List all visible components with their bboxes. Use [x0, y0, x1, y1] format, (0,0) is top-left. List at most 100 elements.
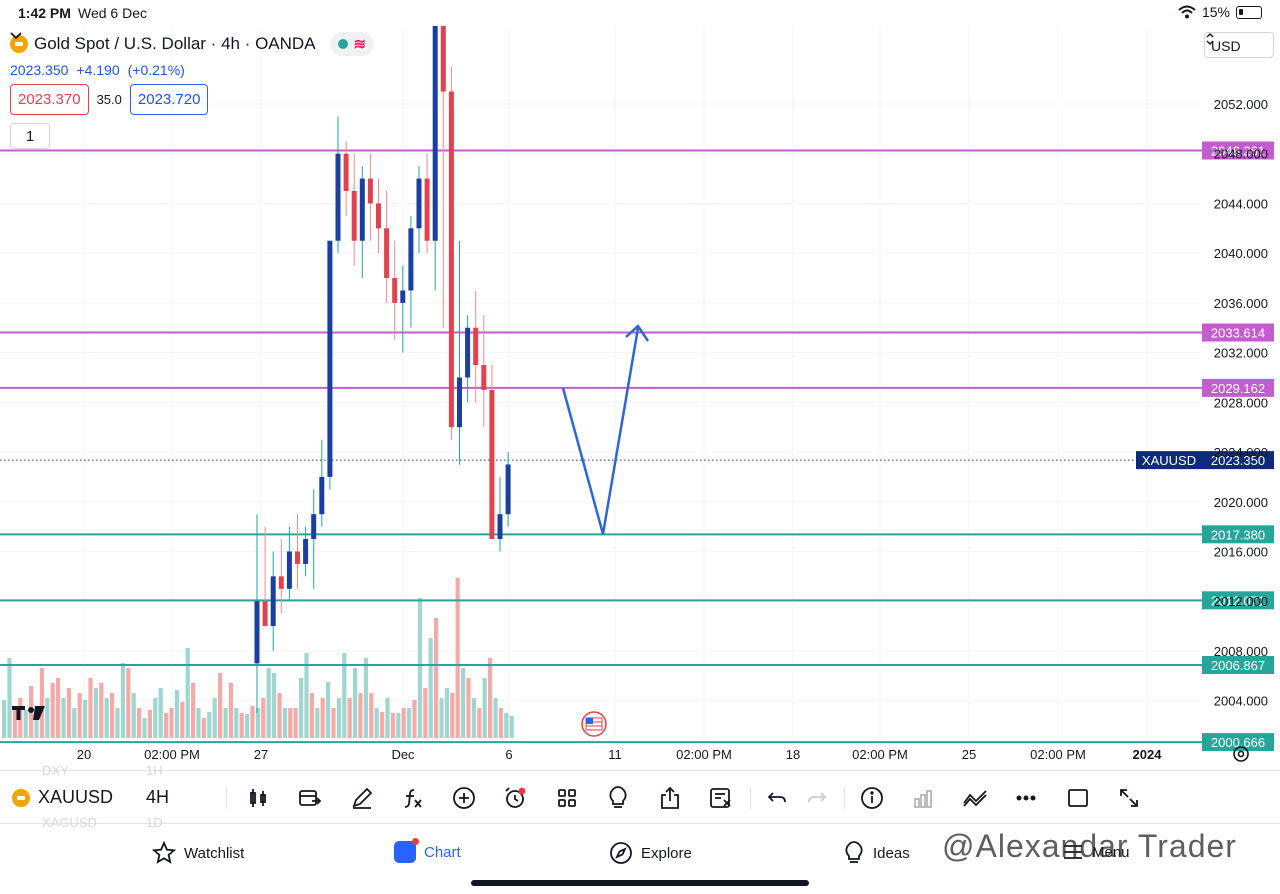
volume-bar — [2, 700, 7, 738]
y-tick-label: 2044.000 — [1214, 196, 1268, 211]
volume-bar — [315, 708, 320, 738]
drawing-rectangle-button[interactable] — [1065, 785, 1091, 811]
symbol-tag-label: XAUUSD — [1142, 453, 1196, 468]
drawing-tools-button[interactable] — [349, 785, 375, 811]
timeframe-button[interactable]: 4H — [146, 787, 170, 807]
volume-bar — [218, 673, 223, 738]
sell-price-button[interactable]: 2023.370 — [10, 84, 89, 115]
nav-menu[interactable]: Menu — [1062, 841, 1130, 863]
volume-bar — [488, 658, 493, 738]
volume-bar — [455, 578, 460, 738]
y-tick-label: 2024.000 — [1214, 445, 1268, 460]
last-price-tag-label: 2023.350 — [1211, 453, 1265, 468]
nav-ideas[interactable]: Ideas — [843, 841, 910, 865]
volume-bar — [223, 708, 228, 738]
financials-button[interactable] — [910, 785, 936, 811]
volume-bar — [61, 698, 66, 738]
volume-bar — [363, 658, 368, 738]
symbol-search-button[interactable]: XAUUSD — [12, 787, 113, 808]
candle-body — [343, 153, 349, 192]
volume-bar — [131, 693, 136, 738]
indicators-toggle[interactable]: 1 — [10, 32, 50, 149]
lightbulb-icon — [845, 841, 863, 863]
chart-area[interactable]: 2048.261 2033.614 2029.162 2017.380 2012.071… — [0, 26, 1280, 770]
candle-body — [359, 178, 365, 241]
nav-chart-label: Chart — [424, 843, 461, 861]
candle-body — [335, 153, 341, 241]
volume-bar — [126, 668, 131, 738]
level-price-tag — [1202, 656, 1274, 675]
candle-body — [448, 91, 454, 428]
price-chart[interactable]: 2048.261 2033.614 2029.162 2017.380 2012.071… — [0, 26, 1280, 770]
volume-bar — [158, 688, 163, 738]
fullscreen-button[interactable] — [1116, 785, 1142, 811]
volume-bar — [137, 708, 142, 738]
indicators-button[interactable] — [400, 785, 426, 811]
square-icon — [1068, 789, 1088, 807]
candle-body — [505, 464, 511, 515]
candle-body — [440, 26, 446, 92]
volume-bar — [423, 688, 428, 738]
market-status-pill[interactable]: ≋ — [329, 32, 375, 56]
volume-bar — [466, 678, 471, 738]
volume-bar — [72, 708, 77, 738]
more-button[interactable] — [1013, 785, 1039, 811]
battery-icon — [1236, 5, 1262, 19]
ghost-tf-bottom: 1D — [146, 815, 163, 830]
calendar-compare-icon — [299, 790, 322, 806]
candle-body — [424, 178, 430, 241]
buy-price-button[interactable]: 2023.720 — [129, 84, 209, 115]
strategy-button[interactable] — [962, 785, 988, 811]
info-button[interactable] — [859, 785, 885, 811]
volume-bar — [434, 618, 439, 738]
candle-body — [270, 576, 276, 627]
symbol-tag — [1136, 451, 1202, 470]
volume-bar — [347, 698, 352, 738]
candle-body — [497, 514, 503, 540]
x-tick-label: 25 — [962, 747, 976, 762]
compare-button[interactable] — [297, 785, 323, 811]
level-price-label: 2006.867 — [1211, 658, 1265, 673]
volume-bar — [331, 708, 336, 738]
volume-bar — [320, 698, 325, 738]
level-price-tag — [1202, 378, 1274, 397]
home-indicator[interactable] — [471, 880, 809, 886]
volume-bar — [342, 653, 347, 738]
level-price-label: 2000.666 — [1211, 735, 1265, 750]
price-change-percent: (+0.21%) — [127, 62, 185, 78]
candle-body — [278, 576, 284, 589]
volume-bar — [174, 690, 179, 738]
currency-select[interactable]: USD — [1204, 32, 1274, 58]
x-tick-label: 02:00 PM — [144, 747, 200, 762]
volume-bar — [50, 683, 55, 738]
y-tick-label: 2004.000 — [1214, 694, 1268, 709]
candle-body — [311, 514, 317, 540]
candle-body — [489, 389, 495, 540]
undo-button[interactable] — [764, 785, 790, 811]
instrument-title[interactable]: Gold Spot / U.S. Dollar · 4h · OANDA — [34, 34, 316, 53]
nav-watchlist[interactable]: Watchlist — [152, 841, 244, 865]
market-open-icon — [337, 39, 348, 49]
toolbar-symbol: XAUUSD — [38, 787, 114, 807]
candle-body — [432, 26, 438, 241]
layout-button[interactable] — [554, 785, 580, 811]
price-change: +4.190 — [76, 62, 120, 78]
share-button[interactable] — [657, 785, 683, 811]
redo-button[interactable] — [804, 785, 830, 811]
spread-value: 35.0 — [96, 92, 122, 107]
clear-drawings-button[interactable] — [708, 785, 734, 811]
currency-value: USD — [1211, 38, 1241, 54]
volume-bar — [272, 673, 277, 738]
nav-explore[interactable]: Explore — [609, 841, 692, 865]
expand-icon — [1120, 789, 1138, 807]
chart-type-button[interactable] — [245, 785, 271, 811]
y-tick-label: 2048.000 — [1214, 147, 1268, 162]
nav-chart[interactable]: Chart — [394, 838, 461, 863]
volume-bar — [99, 683, 104, 738]
alerts-button[interactable] — [502, 785, 528, 811]
x-tick-label: 2024 — [1133, 747, 1163, 762]
volume-bar — [180, 702, 185, 738]
add-button[interactable] — [451, 785, 477, 811]
chevron-down-icon — [10, 32, 22, 40]
ideas-tool-button[interactable] — [605, 785, 631, 811]
